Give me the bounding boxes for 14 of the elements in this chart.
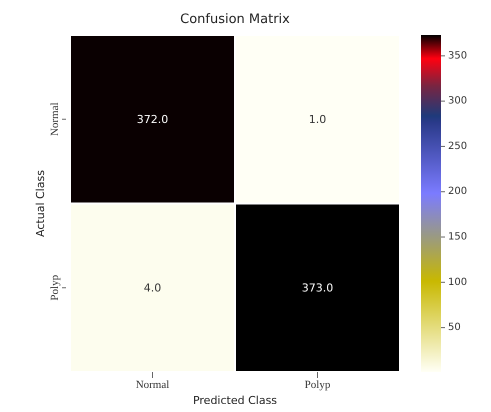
color-bar-label: 350: [448, 50, 468, 62]
x-axis-title: Predicted Class: [192, 394, 278, 407]
data-label: 373.0: [302, 281, 334, 294]
chart-title: Confusion Matrix: [179, 12, 291, 27]
y-axis-title: Actual Class: [34, 170, 47, 237]
data-label: 1.0: [308, 112, 326, 126]
data-label: 372.0: [136, 112, 168, 126]
color-bar-label: 250: [448, 140, 468, 152]
color-bar-label: 200: [448, 186, 468, 198]
color-bar-label: 150: [448, 232, 468, 243]
color-bar-label: 100: [448, 276, 468, 288]
data-label: 4.0: [144, 281, 162, 294]
color-bar-label: 300: [448, 96, 468, 107]
color-bar-label: 50: [448, 322, 461, 334]
